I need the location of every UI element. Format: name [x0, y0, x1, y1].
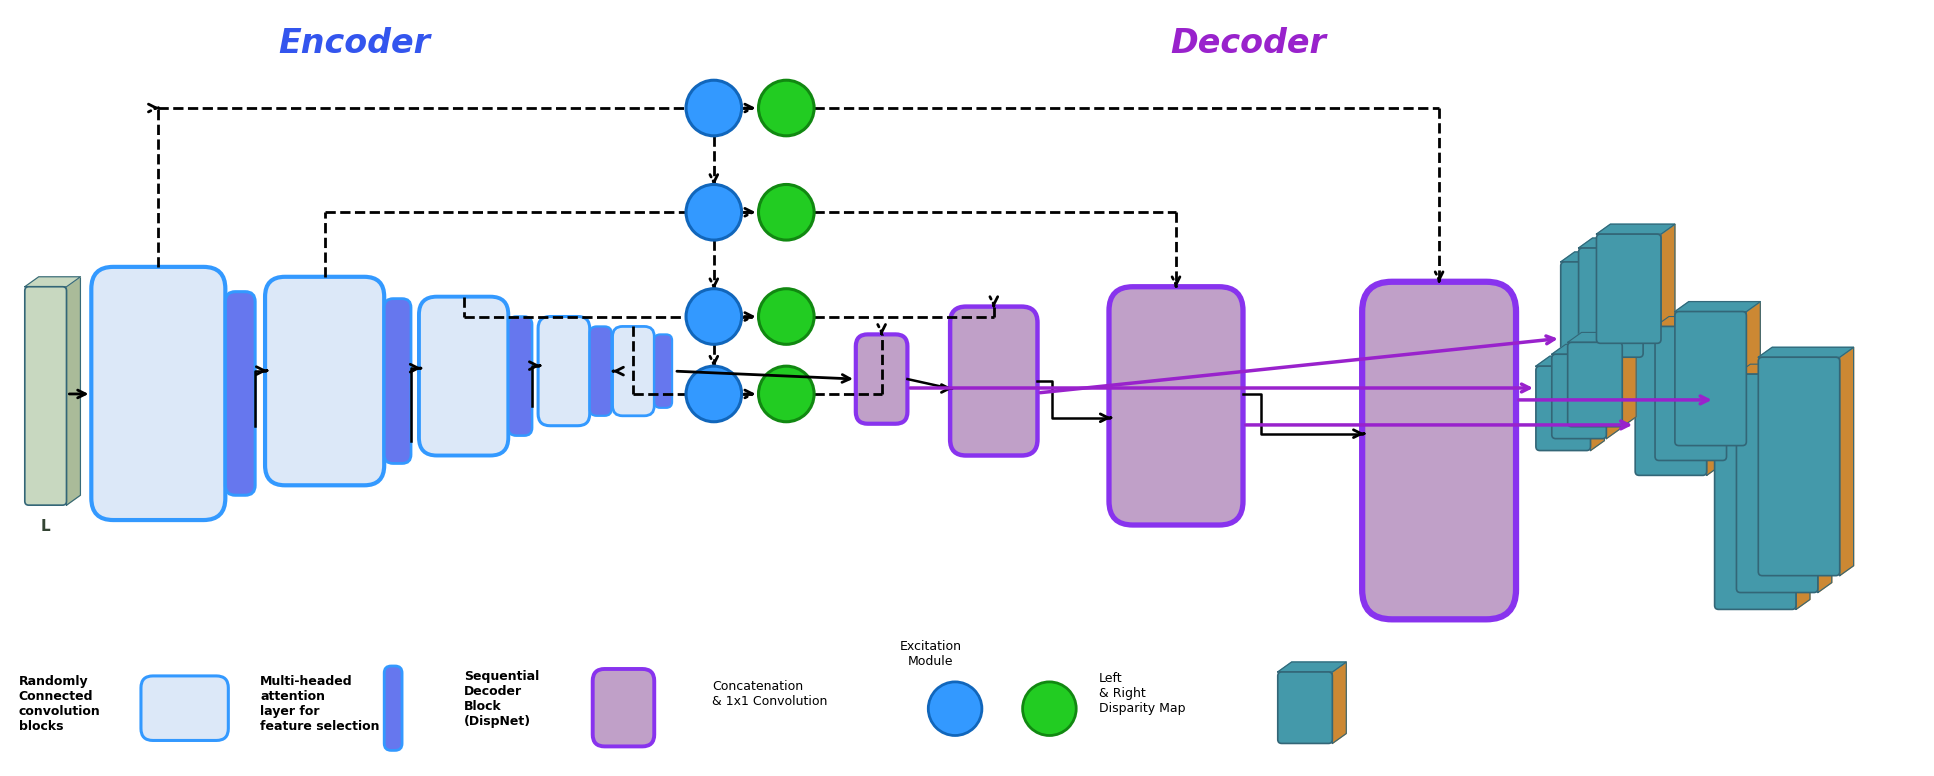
FancyBboxPatch shape — [613, 327, 654, 416]
Polygon shape — [66, 277, 81, 505]
Text: Left
& Right
Disparity Map: Left & Right Disparity Map — [1099, 672, 1186, 715]
Text: Sequential
Decoder
Block
(DispNet): Sequential Decoder Block (DispNet) — [464, 670, 540, 728]
Polygon shape — [1536, 356, 1605, 366]
FancyBboxPatch shape — [1568, 342, 1623, 427]
FancyBboxPatch shape — [1278, 672, 1333, 743]
FancyBboxPatch shape — [385, 299, 412, 463]
Text: L: L — [41, 519, 50, 535]
Polygon shape — [1839, 348, 1853, 576]
Polygon shape — [1634, 331, 1721, 341]
FancyBboxPatch shape — [265, 277, 385, 485]
Polygon shape — [1746, 302, 1760, 445]
Polygon shape — [1333, 662, 1346, 743]
Polygon shape — [1607, 345, 1621, 438]
FancyBboxPatch shape — [1737, 374, 1818, 593]
FancyBboxPatch shape — [91, 267, 226, 520]
FancyBboxPatch shape — [141, 676, 228, 740]
Polygon shape — [1661, 224, 1675, 343]
FancyBboxPatch shape — [590, 327, 611, 416]
Polygon shape — [1568, 332, 1636, 342]
Polygon shape — [1625, 252, 1640, 371]
Polygon shape — [1675, 302, 1760, 311]
Polygon shape — [1715, 381, 1810, 391]
Polygon shape — [1623, 332, 1636, 427]
Text: Randomly
Connected
convolution
blocks: Randomly Connected convolution blocks — [19, 674, 101, 733]
FancyBboxPatch shape — [1656, 327, 1727, 460]
Circle shape — [758, 366, 814, 422]
FancyBboxPatch shape — [420, 296, 509, 456]
Polygon shape — [1656, 317, 1741, 327]
Circle shape — [758, 80, 814, 136]
Circle shape — [687, 80, 741, 136]
FancyBboxPatch shape — [1715, 391, 1797, 609]
FancyBboxPatch shape — [1596, 234, 1661, 343]
Text: Decoder: Decoder — [1170, 27, 1327, 60]
Circle shape — [687, 289, 741, 345]
FancyBboxPatch shape — [385, 666, 402, 750]
Text: Multi-headed
attention
layer for
feature selection: Multi-headed attention layer for feature… — [259, 674, 379, 733]
Polygon shape — [1758, 348, 1853, 357]
FancyBboxPatch shape — [1362, 282, 1516, 619]
Circle shape — [928, 682, 982, 736]
FancyBboxPatch shape — [25, 286, 66, 505]
Polygon shape — [1706, 331, 1721, 476]
Text: Concatenation
& 1x1 Convolution: Concatenation & 1x1 Convolution — [712, 680, 828, 708]
Text: Excitation
Module: Excitation Module — [899, 640, 961, 668]
Polygon shape — [1727, 317, 1741, 460]
FancyBboxPatch shape — [1108, 286, 1244, 525]
FancyBboxPatch shape — [1561, 262, 1625, 371]
Circle shape — [758, 185, 814, 240]
Polygon shape — [1818, 364, 1831, 593]
Circle shape — [687, 366, 741, 422]
Polygon shape — [1551, 345, 1621, 354]
Circle shape — [758, 289, 814, 345]
Polygon shape — [1278, 662, 1346, 672]
FancyBboxPatch shape — [950, 307, 1037, 456]
FancyBboxPatch shape — [1578, 248, 1644, 357]
FancyBboxPatch shape — [857, 334, 907, 424]
FancyBboxPatch shape — [1536, 366, 1590, 451]
FancyBboxPatch shape — [509, 317, 532, 435]
FancyBboxPatch shape — [1675, 311, 1746, 445]
FancyBboxPatch shape — [1551, 354, 1607, 438]
Circle shape — [1023, 682, 1075, 736]
FancyBboxPatch shape — [1758, 357, 1839, 576]
Polygon shape — [1737, 364, 1831, 374]
Circle shape — [687, 185, 741, 240]
Polygon shape — [25, 277, 81, 286]
Polygon shape — [1590, 356, 1605, 451]
FancyBboxPatch shape — [654, 334, 673, 408]
Polygon shape — [1596, 224, 1675, 234]
FancyBboxPatch shape — [1634, 341, 1706, 476]
Text: Encoder: Encoder — [278, 27, 431, 60]
FancyBboxPatch shape — [592, 669, 654, 747]
Polygon shape — [1797, 381, 1810, 609]
FancyBboxPatch shape — [538, 317, 590, 426]
Polygon shape — [1561, 252, 1640, 262]
Polygon shape — [1644, 238, 1657, 357]
FancyBboxPatch shape — [226, 292, 255, 495]
Polygon shape — [1578, 238, 1657, 248]
